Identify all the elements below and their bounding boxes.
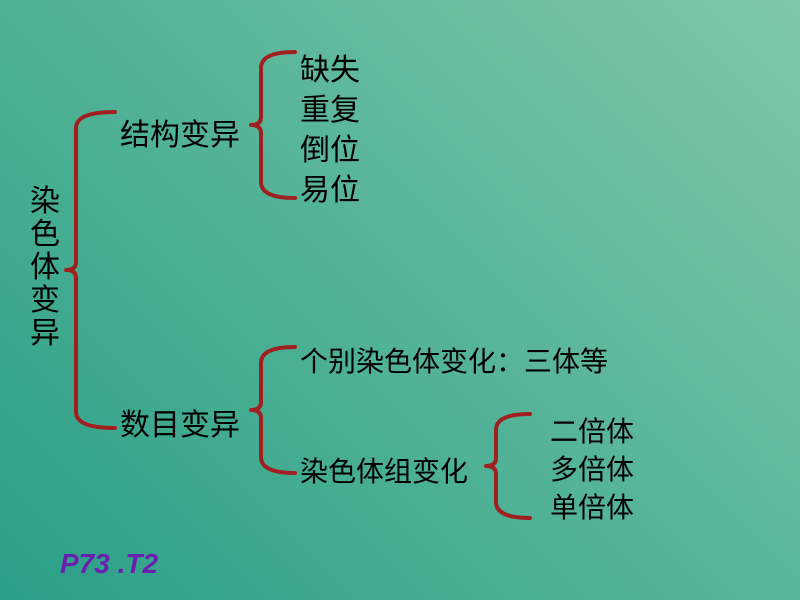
- number-bracket: [255, 345, 315, 485]
- leaf-polyploid: 多倍体: [550, 448, 634, 488]
- leaf-diploid: 二倍体: [550, 410, 634, 450]
- structure-bracket: [255, 50, 315, 210]
- root-bracket: [70, 110, 135, 440]
- leaf-group-change: 染色体组变化: [300, 450, 468, 490]
- leaf-individual-change: 个别染色体变化：三体等: [300, 340, 608, 380]
- branch-structure-label: 结构变异: [120, 110, 240, 154]
- group-bracket: [490, 412, 550, 530]
- branch-number-label: 数目变异: [120, 400, 240, 444]
- leaf-haploid: 单倍体: [550, 486, 634, 526]
- root-label: 染色体变异: [30, 185, 60, 350]
- page-reference: P73 .T2: [60, 548, 158, 580]
